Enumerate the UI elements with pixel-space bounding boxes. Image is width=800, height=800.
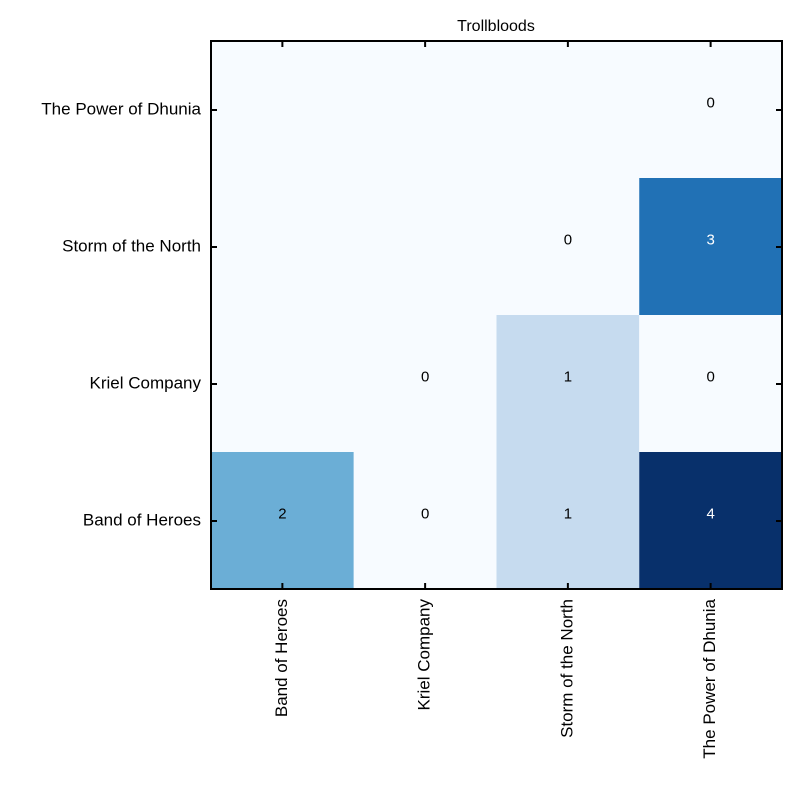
x-tick-label: Kriel Company [415,599,434,711]
y-tick-label: Band of Heroes [83,510,201,529]
heatmap-cell-value: 4 [706,505,714,522]
heatmap-cell [496,178,640,315]
heatmap-cell [496,315,640,452]
x-tick-label: Storm of the North [557,599,576,738]
heatmap-cell-value: 1 [564,505,572,522]
heatmap-cell [496,452,640,589]
heatmap-cell-value: 2 [278,505,286,522]
heatmap-cell [353,315,497,452]
plot-frame [210,40,783,590]
y-axis-tick-labels: The Power of Dhunia Storm of the North Kri… [41,99,201,529]
heatmap-cell-value: 0 [421,368,429,385]
heatmap-cell-value: 0 [706,94,714,111]
heatmap-cell-value: 0 [706,368,714,385]
heatmap-cell [353,452,497,589]
y-tick-label: Kriel Company [90,373,202,392]
heatmap-cell [639,41,782,178]
heatmap-cells [211,41,782,589]
x-tick-label: Band of Heroes [272,599,291,717]
heatmap-cell-value: 1 [564,368,572,385]
x-tick-label: The Power of Dhunia [700,598,719,758]
heatmap-cell [211,452,354,589]
heatmap-cell-value: 3 [706,231,714,248]
heatmap-cell-value: 0 [421,505,429,522]
heatmap-cell [639,178,782,315]
chart-title: Trollbloods [457,18,535,35]
y-tick-label: Storm of the North [62,236,201,255]
x-axis-tick-labels: Band of Heroes Kriel Company Storm of the … [272,598,719,758]
heatmap-cell-value: 0 [564,231,572,248]
heatmap-cell-labels: 0 0 3 0 1 0 2 0 1 4 [278,94,715,522]
y-tick-label: The Power of Dhunia [41,99,201,118]
heatmap-cell [639,315,782,452]
heatmap-cell [639,452,782,589]
